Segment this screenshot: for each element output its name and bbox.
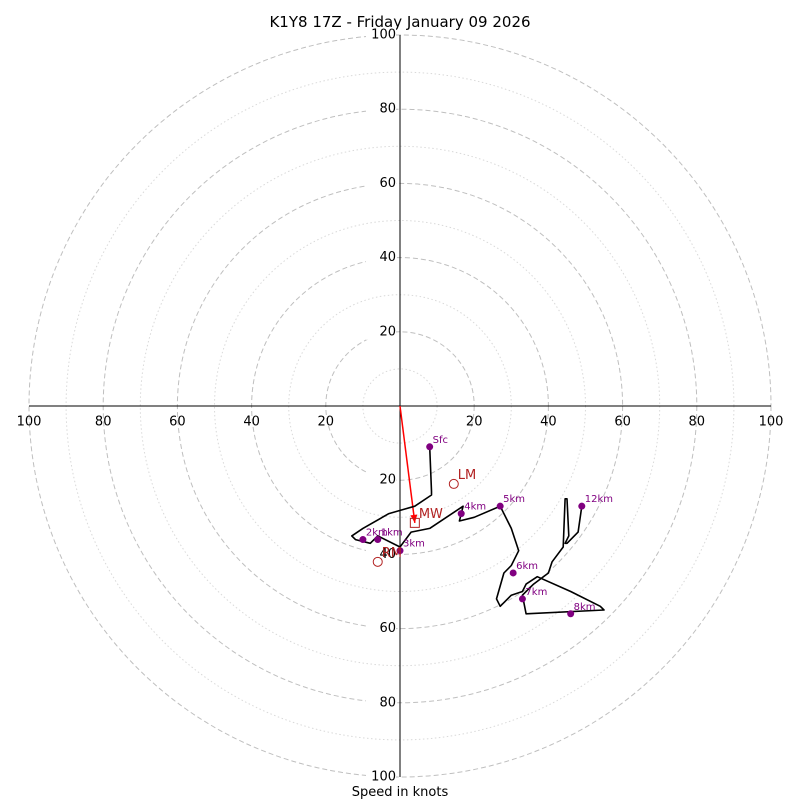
storm-motion-markers: LM MW RM — [372, 468, 476, 567]
y-tick-label-top: 20 — [379, 324, 396, 339]
x-tick-label: 80 — [689, 415, 706, 430]
height-marker-dot — [457, 510, 465, 518]
height-marker-label: 3km — [403, 539, 425, 550]
height-marker-dot — [567, 610, 575, 618]
height-marker-label: 2km — [366, 528, 388, 539]
height-marker-label: 1km — [381, 528, 403, 539]
y-tick-bg — [366, 694, 396, 711]
storm-motion-marker — [448, 478, 459, 489]
x-tick-label: 20 — [466, 415, 483, 430]
y-tick-bg — [366, 101, 396, 118]
y-tick-label-top: 40 — [379, 250, 396, 265]
y-tick-bg — [366, 620, 396, 637]
height-marker-label: 12km — [585, 494, 613, 505]
height-marker-label: 8km — [574, 602, 596, 613]
height-marker-label: 6km — [516, 561, 538, 572]
y-tick-label-top: 100 — [371, 28, 396, 43]
storm-motion-label: LM — [458, 468, 476, 483]
x-tick-label: 80 — [95, 415, 112, 430]
y-tick-bg — [366, 249, 396, 266]
tick-labels: 100 80 60 40 20 20 40 60 80 100 20 40 60 80 100 20 40 60 8… — [17, 27, 784, 785]
y-tick-bg — [366, 27, 396, 43]
height-marker-dot — [578, 502, 586, 510]
x-tick-label: 100 — [17, 415, 42, 430]
height-marker-dot — [374, 536, 382, 544]
y-tick-bg — [366, 546, 396, 563]
height-marker-label: 4km — [464, 502, 486, 513]
y-tick-bg — [366, 472, 396, 489]
x-tick-label: 60 — [614, 415, 631, 430]
hodograph-trace — [350, 446, 605, 615]
y-tick-label-top: 60 — [379, 176, 396, 191]
height-marker-dot — [509, 569, 517, 577]
y-tick-label-top: 80 — [379, 102, 396, 117]
y-tick-bg — [366, 175, 396, 192]
height-marker-dot — [396, 547, 404, 555]
y-tick-label-bottom: 80 — [379, 695, 396, 710]
height-marker-label: 5km — [503, 494, 525, 505]
storm-motion-marker — [409, 517, 420, 528]
storm-motion-label: MW — [419, 507, 443, 522]
height-marker-label: 7km — [525, 587, 547, 598]
height-marker-dot — [496, 502, 504, 510]
storm-motion-label: RM — [382, 546, 402, 561]
x-tick-label: 40 — [540, 415, 557, 430]
x-tick-label: 20 — [318, 415, 335, 430]
y-tick-bg — [366, 323, 396, 340]
y-tick-label-bottom: 40 — [379, 547, 396, 562]
height-marker-dot — [359, 536, 367, 544]
chart-title: K1Y8 17Z - Friday January 09 2026 — [269, 13, 530, 31]
height-marker-label: Sfc — [433, 435, 448, 446]
storm-motion-marker — [372, 556, 383, 567]
x-tick-label: 40 — [243, 415, 260, 430]
y-tick-bg — [366, 769, 396, 785]
shear-vector-line — [399, 405, 416, 523]
height-marker-dot — [426, 443, 434, 451]
x-tick-label: 60 — [169, 415, 186, 430]
x-axis-label: Speed in knots — [352, 785, 449, 800]
height-marker-dot — [518, 595, 526, 603]
y-tick-label-bottom: 100 — [371, 770, 396, 785]
y-tick-label-bottom: 60 — [379, 621, 396, 636]
y-tick-label-bottom: 20 — [379, 473, 396, 488]
hodograph-line — [350, 446, 605, 615]
x-tick-label: 100 — [759, 415, 784, 430]
